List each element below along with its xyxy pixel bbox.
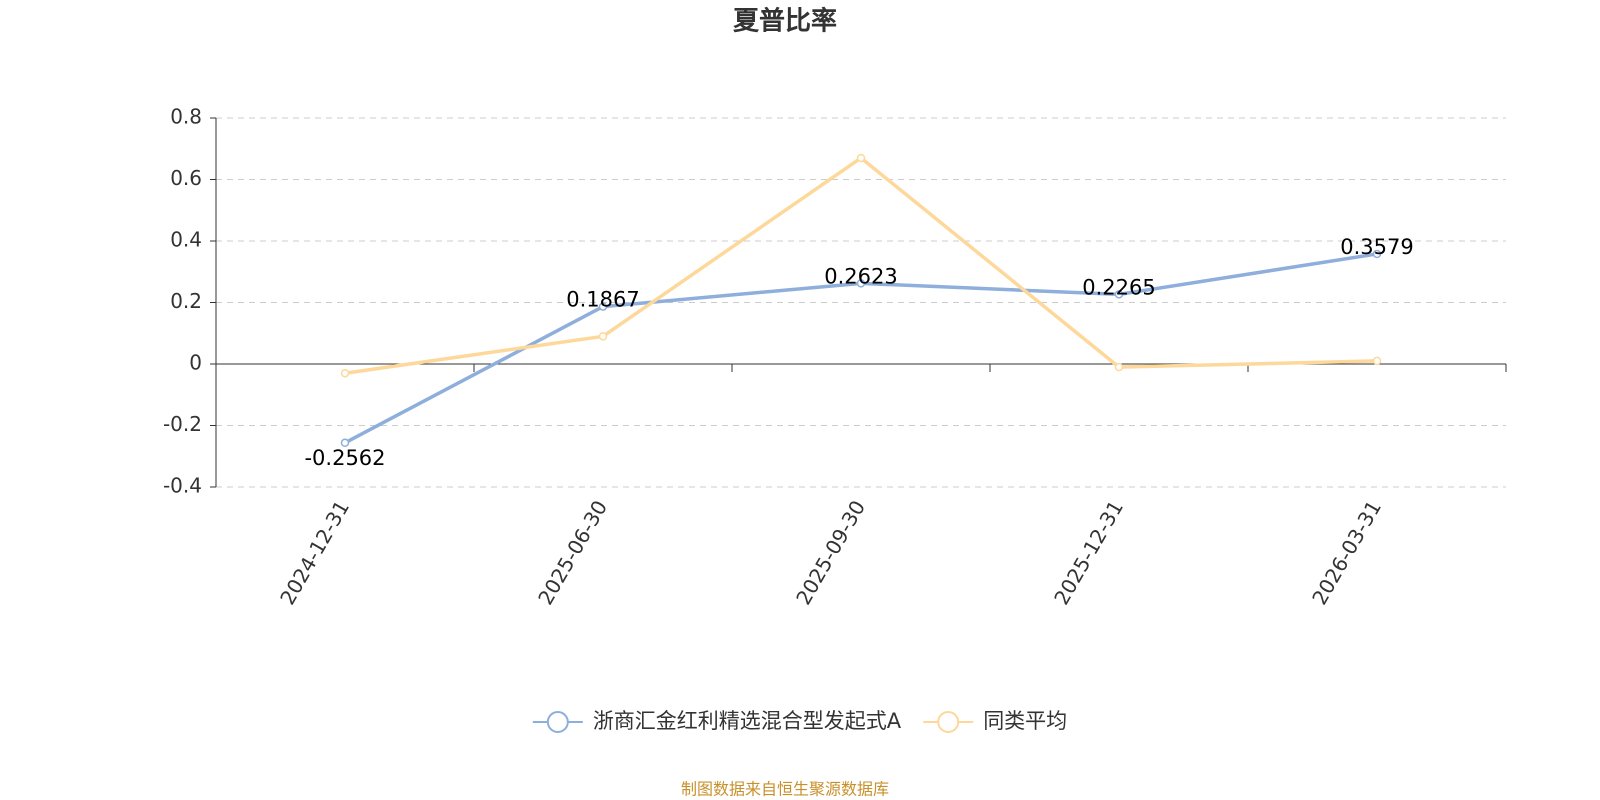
point: [598, 302, 608, 311]
point: [598, 332, 608, 341]
legend-label: 同类平均: [983, 709, 1067, 733]
point: [856, 153, 866, 163]
y-tick-label: 0.8: [170, 105, 202, 129]
value-label: 0.1867: [566, 288, 639, 312]
value-label: 0.2265: [1082, 275, 1155, 299]
y-tick-label: 0.4: [170, 228, 202, 252]
y-tick-label: 0: [189, 351, 202, 375]
value-label: 0.2623: [824, 264, 897, 288]
point: [340, 368, 350, 378]
source-note: 制图数据来自恒生聚源数据库: [681, 780, 889, 799]
legend-icon: [937, 711, 960, 733]
point: [856, 279, 866, 288]
x-tick-label: 2025-12-31: [1049, 496, 1128, 609]
point: [1372, 249, 1382, 259]
point: [1372, 356, 1382, 366]
legend-label: 浙商汇金红利精选混合型发起式A: [593, 709, 902, 733]
value-label: -0.2562: [304, 446, 385, 470]
x-tick-label: 2026-03-31: [1307, 496, 1386, 609]
point: [1114, 290, 1124, 299]
value-label: 0.3579: [1340, 235, 1413, 259]
legend-icon: [546, 711, 569, 733]
x-tick-label: 2025-09-30: [791, 496, 870, 609]
y-tick-label: 0.2: [170, 289, 202, 313]
legend: 浙商汇金红利精选混合型发起式A 同类平均: [532, 709, 1067, 733]
point: [340, 438, 350, 448]
x-tick-label: 2024-12-31: [275, 496, 354, 609]
point: [1114, 362, 1124, 372]
y-tick-label: 0.6: [170, 166, 202, 190]
y-tick-label: -0.2: [163, 412, 202, 436]
y-tick-label: -0.4: [163, 474, 202, 498]
x-tick-label: 2025-06-30: [533, 496, 612, 609]
chart-title: 夏普比率: [733, 6, 837, 37]
